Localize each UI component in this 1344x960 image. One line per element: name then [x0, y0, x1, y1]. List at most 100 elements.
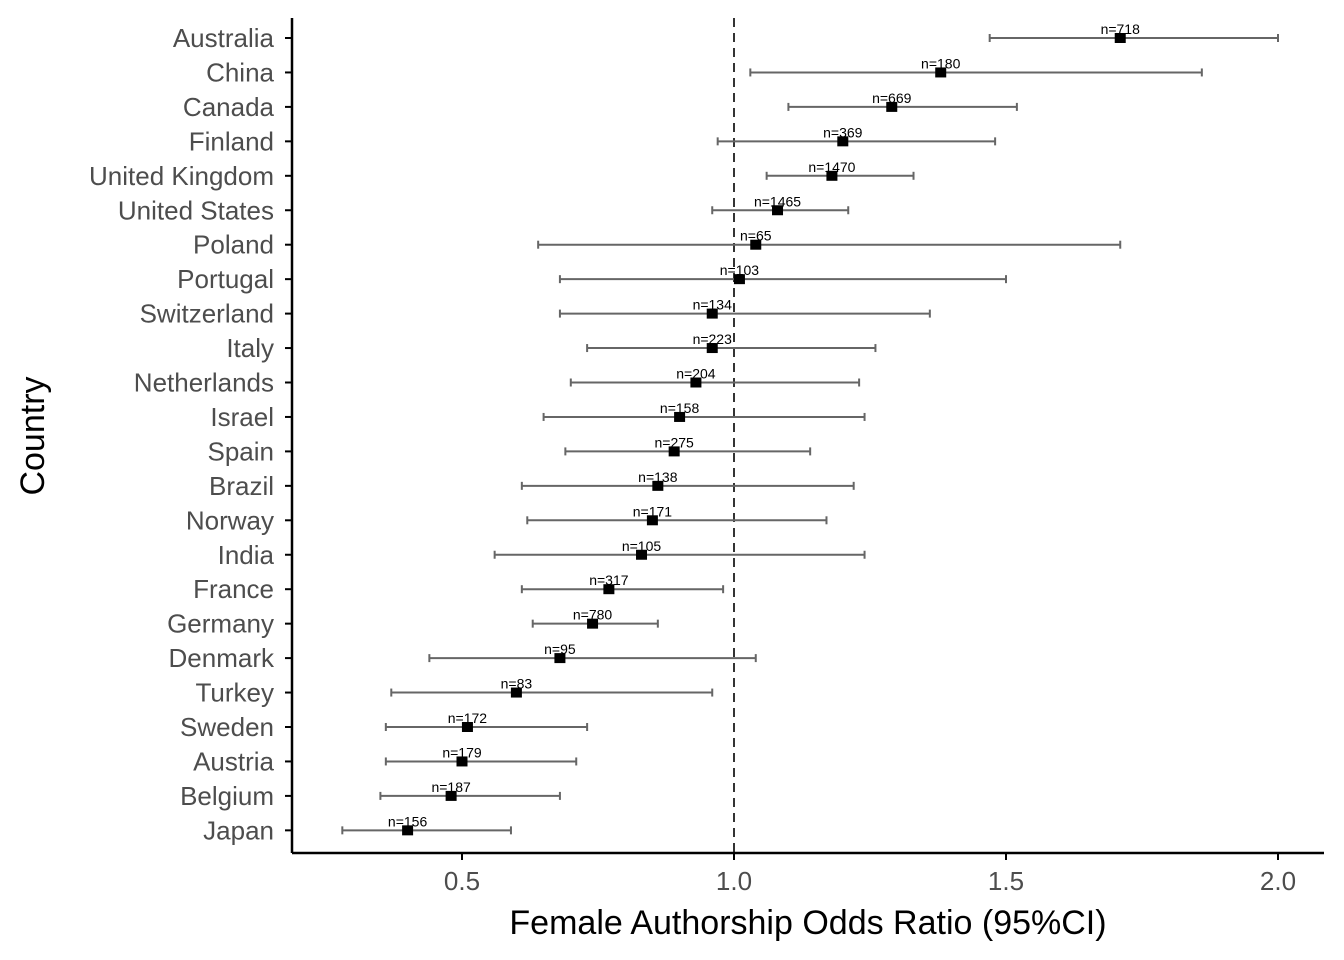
x-tick-label: 0.5: [444, 866, 480, 896]
y-tick-label: Finland: [189, 126, 274, 156]
n-label: n=223: [693, 331, 733, 347]
ci-brazil: [520, 481, 855, 490]
n-label: n=1470: [808, 159, 855, 175]
y-tick-label: Brazil: [209, 471, 274, 501]
n-label: n=95: [544, 641, 576, 657]
n-label: n=179: [442, 744, 482, 760]
n-label: n=156: [388, 813, 428, 829]
y-tick-label: Poland: [193, 230, 274, 260]
y-tick-label: United Kingdom: [89, 161, 274, 191]
n-label: n=134: [693, 297, 733, 313]
y-tick-label: Italy: [226, 333, 274, 363]
n-label: n=1465: [754, 193, 801, 209]
point-estimate: [826, 170, 838, 181]
ci-spain: [564, 447, 812, 456]
y-tick-label: Austria: [193, 746, 274, 776]
n-label: n=204: [676, 366, 716, 382]
n-label: n=105: [622, 538, 662, 554]
point-estimate: [445, 790, 457, 801]
n-label: n=718: [1101, 21, 1141, 37]
point-estimate: [461, 722, 473, 732]
point-estimate: [886, 101, 898, 112]
ci-china: [749, 68, 1203, 77]
point-estimate: [706, 343, 718, 354]
point-estimate: [646, 515, 658, 526]
y-tick-label: Israel: [210, 402, 274, 432]
n-label: n=103: [720, 262, 760, 278]
point-estimate: [636, 549, 648, 560]
n-label: n=172: [448, 710, 488, 726]
y-tick-label: Spain: [208, 436, 275, 466]
ci-portugal: [558, 275, 1007, 284]
n-label: n=317: [589, 572, 629, 588]
point-estimate: [750, 239, 762, 250]
y-tick-label: Japan: [203, 815, 274, 845]
y-tick-label: Denmark: [169, 643, 275, 673]
ci-united-kingdom: [765, 171, 915, 180]
ci-japan: [341, 826, 512, 835]
point-estimate: [402, 825, 414, 836]
x-tick-label: 1.5: [988, 866, 1024, 896]
point-estimate: [603, 584, 615, 595]
y-tick-label: Sweden: [180, 712, 274, 742]
point-estimate: [652, 480, 664, 491]
point-estimate: [733, 274, 745, 285]
point-estimate: [690, 377, 702, 388]
point-estimate: [1114, 33, 1126, 43]
ci-netherlands: [569, 378, 861, 387]
ci-australia: [988, 34, 1279, 42]
confidence-intervals: [341, 34, 1279, 835]
axes: Australia China Canada Finland United Kingdo…: [89, 18, 1324, 896]
ci-switzerland: [558, 309, 931, 318]
n-label: n=180: [921, 55, 961, 71]
x-tick-label: 2.0: [1260, 866, 1296, 896]
y-tick-label: Netherlands: [134, 368, 274, 398]
n-label: n=65: [740, 228, 772, 244]
point-estimate: [674, 411, 686, 422]
ci-belgium: [379, 791, 561, 800]
n-label: n=187: [431, 779, 471, 795]
y-tick-label: Turkey: [196, 678, 275, 708]
sample-size-labels: n=718 n=180 n=669 n=369 n=1470 n=1465 n=65 n=10…: [388, 21, 1140, 829]
ci-italy: [586, 344, 877, 353]
n-label: n=158: [660, 400, 700, 416]
point-estimate: [456, 756, 468, 767]
point-estimate: [587, 618, 599, 629]
ci-france: [520, 585, 725, 594]
n-label: n=138: [638, 469, 678, 485]
ci-norway: [526, 516, 828, 525]
ci-finland: [716, 137, 997, 146]
n-label: n=669: [872, 90, 912, 106]
y-tick-label: France: [193, 574, 274, 604]
point-estimate: [837, 136, 849, 147]
ci-denmark: [428, 654, 757, 663]
point-estimate: [554, 653, 566, 664]
y-axis-title: Country: [14, 376, 52, 495]
point-estimates: [402, 33, 1126, 836]
n-label: n=171: [633, 503, 673, 519]
ci-poland: [537, 240, 1122, 249]
y-tick-label: United States: [118, 195, 274, 225]
n-label: n=780: [573, 607, 613, 623]
n-label: n=275: [654, 434, 694, 450]
y-tick-label: Germany: [167, 609, 274, 639]
y-tick-label: India: [218, 540, 275, 570]
ci-india: [493, 550, 866, 559]
y-tick-label: Canada: [183, 92, 275, 122]
point-estimate: [668, 446, 680, 457]
y-tick-label: Norway: [186, 505, 274, 535]
y-tick-label: China: [206, 57, 274, 87]
ci-austria: [384, 757, 578, 766]
y-tick-label: Australia: [173, 23, 275, 53]
ci-canada: [787, 102, 1018, 111]
n-label: n=369: [823, 124, 863, 140]
y-tick-label: Belgium: [180, 781, 274, 811]
ci-israel: [542, 412, 866, 421]
ci-sweden: [384, 723, 589, 731]
point-estimate: [706, 308, 718, 319]
point-estimate: [935, 67, 947, 78]
y-tick-label: Portugal: [177, 264, 274, 294]
y-tick-label: Switzerland: [140, 299, 274, 329]
n-label: n=83: [501, 676, 533, 692]
